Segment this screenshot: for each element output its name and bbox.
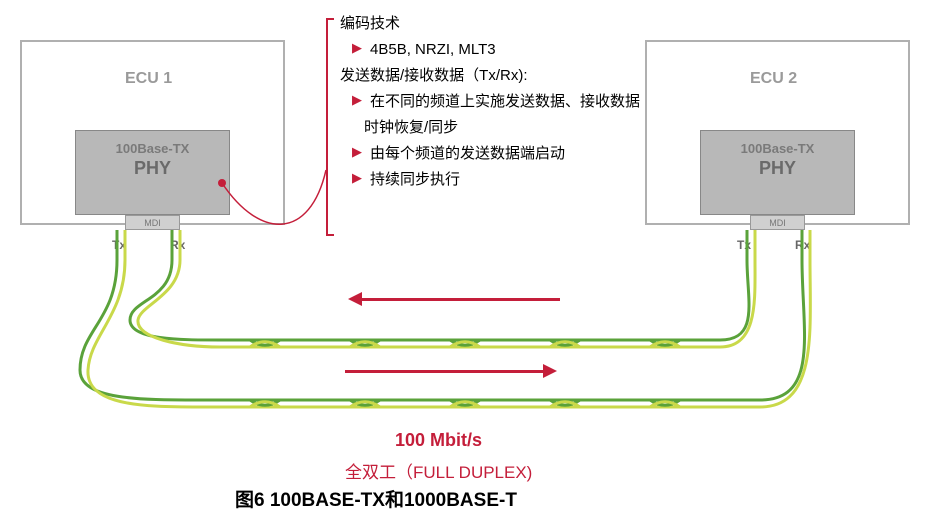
ecu1-tx-label: Tx	[112, 238, 126, 252]
callout-h3: 时钟恢复/同步	[364, 116, 458, 140]
figure-caption: 图6 100BASE-TX和1000BASE-T	[235, 485, 517, 512]
callout-b1: 4B5B, NRZI, MLT3	[370, 38, 496, 62]
arrow-left	[360, 298, 560, 301]
ecu1-mdi: MDI	[125, 215, 180, 230]
ecu1-phy-main: PHY	[76, 158, 229, 179]
callout-b4: 持续同步执行	[370, 168, 460, 192]
callout-h1: 编码技术	[340, 12, 400, 36]
ecu1-phy-box: 100Base-TX PHY	[75, 130, 230, 215]
bullet-icon: ▶	[352, 168, 362, 189]
ecu2-label: ECU 2	[750, 70, 797, 88]
callout-b3: 由每个频道的发送数据端启动	[370, 142, 565, 166]
callout-b2: 在不同的频道上实施发送数据、接收数据	[370, 90, 640, 114]
ecu1-rx-label: Rx	[170, 238, 185, 252]
bullet-icon: ▶	[352, 38, 362, 59]
ecu2-tx-label: Tx	[737, 238, 751, 252]
speed-label: 100 Mbit/s	[395, 430, 482, 451]
ecu2-phy-main: PHY	[701, 158, 854, 179]
ecu1-label: ECU 1	[125, 70, 172, 88]
ecu2-rx-label: Rx	[795, 238, 810, 252]
ecu2-phy-top: 100Base-TX	[701, 141, 854, 156]
bullet-icon: ▶	[352, 142, 362, 163]
ecu1-phy-top: 100Base-TX	[76, 141, 229, 156]
callout-bracket	[326, 18, 334, 236]
ecu2-phy-box: 100Base-TX PHY	[700, 130, 855, 215]
bullet-icon: ▶	[352, 90, 362, 111]
arrow-right	[345, 370, 545, 373]
ecu2-mdi: MDI	[750, 215, 805, 230]
callout-h2: 发送数据/接收数据（Tx/Rx):	[340, 64, 528, 88]
duplex-label: 全双工（FULL DUPLEX)	[345, 458, 532, 483]
callout-text: 编码技术 ▶ 4B5B, NRZI, MLT3 发送数据/接收数据（Tx/Rx):…	[340, 12, 660, 194]
